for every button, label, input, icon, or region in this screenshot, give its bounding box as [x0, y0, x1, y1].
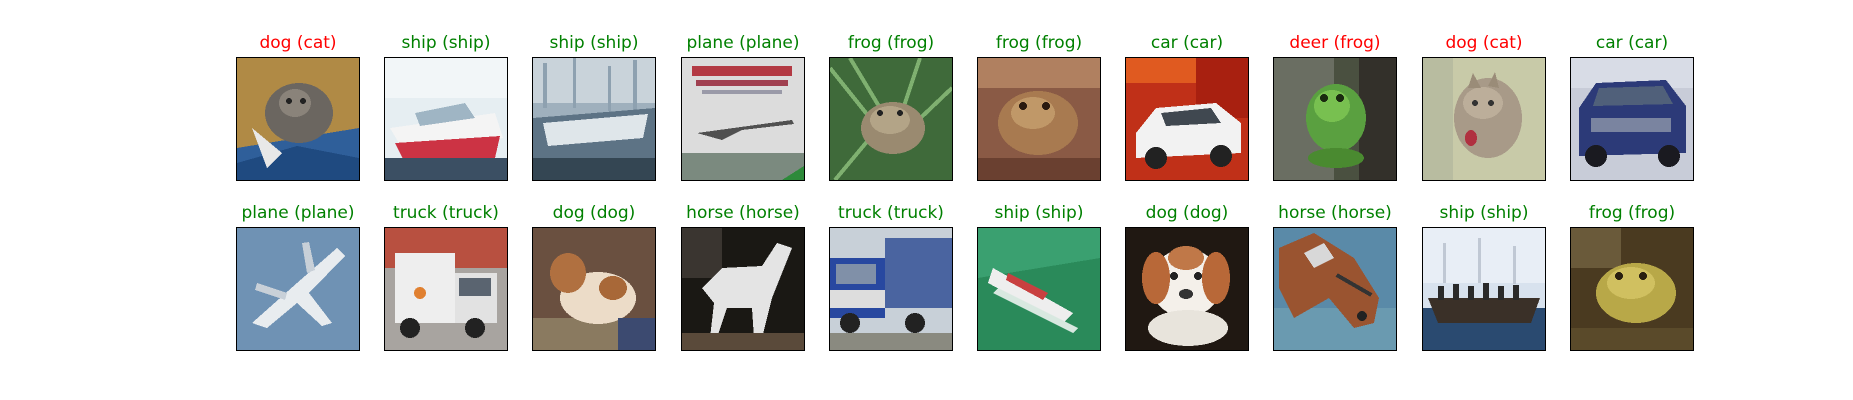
thumbnail-image [1570, 227, 1694, 351]
thumbnail-image [236, 227, 360, 351]
prediction-caption: horse (horse) [686, 203, 800, 223]
prediction-caption: truck (truck) [838, 203, 944, 223]
prediction-caption: car (car) [1150, 33, 1224, 53]
prediction-caption: frog (frog) [1588, 203, 1676, 223]
thumbnail-image [681, 227, 805, 351]
prediction-caption: dog (cat) [259, 33, 337, 53]
thumbnail-image [532, 227, 656, 351]
prediction-caption: deer (frog) [1289, 33, 1381, 53]
prediction-caption: dog (dog) [552, 203, 636, 223]
prediction-caption: truck (truck) [393, 203, 499, 223]
prediction-caption: ship (ship) [401, 33, 491, 53]
thumbnail-image [1125, 227, 1249, 351]
thumbnail-image [236, 57, 360, 181]
thumbnail-image [681, 57, 805, 181]
thumbnail-image [829, 57, 953, 181]
prediction-caption: plane (plane) [686, 33, 800, 53]
thumbnail-image [977, 227, 1101, 351]
prediction-caption: frog (frog) [847, 33, 935, 53]
thumbnail-image [1273, 57, 1397, 181]
prediction-caption: plane (plane) [241, 203, 355, 223]
prediction-caption: car (car) [1595, 33, 1669, 53]
thumbnail-image [532, 57, 656, 181]
thumbnail-image [1570, 57, 1694, 181]
prediction-caption: ship (ship) [1439, 203, 1529, 223]
prediction-caption: frog (frog) [995, 33, 1083, 53]
thumbnail-image [1125, 57, 1249, 181]
thumbnail-image [1273, 227, 1397, 351]
prediction-caption: dog (dog) [1145, 203, 1229, 223]
prediction-caption: dog (cat) [1445, 33, 1523, 53]
prediction-caption: ship (ship) [549, 33, 639, 53]
thumbnail-image [829, 227, 953, 351]
thumbnail-image [384, 227, 508, 351]
thumbnail-image [1422, 227, 1546, 351]
thumbnail-image [977, 57, 1101, 181]
prediction-caption: horse (horse) [1278, 203, 1392, 223]
prediction-caption: ship (ship) [994, 203, 1084, 223]
thumbnail-image [384, 57, 508, 181]
thumbnail-image [1422, 57, 1546, 181]
